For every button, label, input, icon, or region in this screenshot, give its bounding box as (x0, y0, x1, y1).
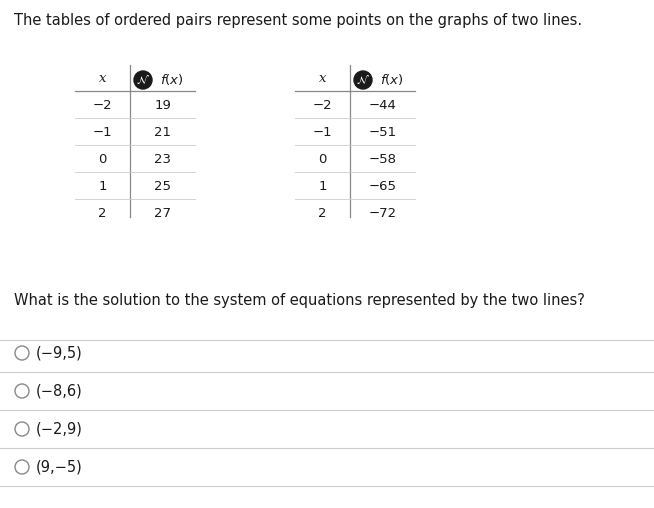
Text: −2: −2 (313, 100, 332, 112)
Text: 19: 19 (154, 100, 171, 112)
Text: 27: 27 (154, 207, 171, 220)
Text: (−9,5): (−9,5) (36, 345, 83, 361)
Text: −2: −2 (93, 100, 112, 112)
Text: 1: 1 (98, 180, 107, 194)
Text: −44: −44 (369, 100, 396, 112)
Circle shape (134, 71, 152, 89)
Text: 21: 21 (154, 126, 171, 139)
Text: 25: 25 (154, 180, 171, 194)
Text: $\mathcal{N}$: $\mathcal{N}$ (356, 74, 370, 86)
Text: $f(x)$: $f(x)$ (380, 72, 404, 87)
Text: What is the solution to the system of equations represented by the two lines?: What is the solution to the system of eq… (14, 293, 585, 308)
Text: 2: 2 (318, 207, 327, 220)
Text: 2: 2 (98, 207, 107, 220)
Text: −72: −72 (368, 207, 396, 220)
Text: (9,−5): (9,−5) (36, 460, 83, 474)
Text: −51: −51 (368, 126, 396, 139)
Circle shape (354, 71, 372, 89)
Text: $f(x)$: $f(x)$ (160, 72, 184, 87)
Text: x: x (99, 72, 106, 85)
Text: The tables of ordered pairs represent some points on the graphs of two lines.: The tables of ordered pairs represent so… (14, 13, 582, 28)
Text: −1: −1 (313, 126, 332, 139)
Text: 1: 1 (318, 180, 327, 194)
Text: x: x (318, 72, 326, 85)
Text: 0: 0 (98, 153, 107, 166)
Text: (−8,6): (−8,6) (36, 384, 83, 398)
Text: $\mathcal{N}$: $\mathcal{N}$ (136, 74, 150, 86)
Text: −65: −65 (368, 180, 396, 194)
Text: 23: 23 (154, 153, 171, 166)
Text: −58: −58 (368, 153, 396, 166)
Text: (−2,9): (−2,9) (36, 422, 83, 436)
Text: −1: −1 (93, 126, 112, 139)
Text: 0: 0 (318, 153, 327, 166)
